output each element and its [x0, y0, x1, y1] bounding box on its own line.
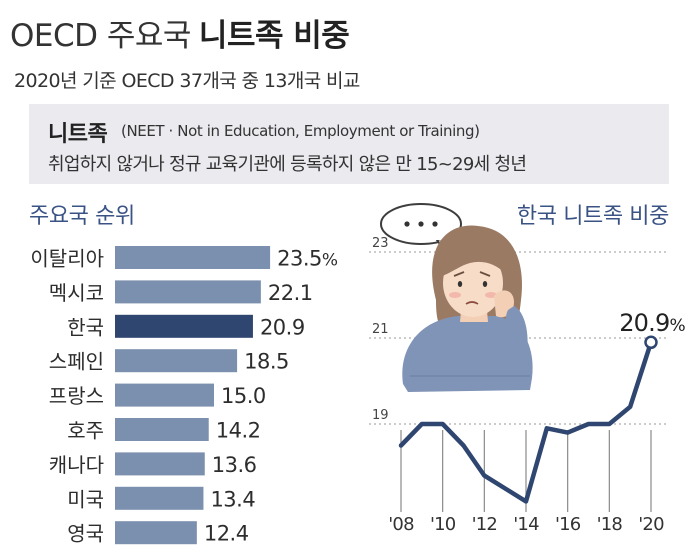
- page-subtitle: 2020년 기준 OECD 37개국 중 13개국 비교: [14, 70, 360, 92]
- bar-category-label: 이탈리아: [30, 247, 104, 271]
- line-chart-title: 한국 니트족 비중: [516, 204, 669, 229]
- x-tick-label: '18: [597, 514, 623, 535]
- x-tick-label: '14: [513, 514, 539, 535]
- definition-term: 니트족: [48, 122, 108, 147]
- bar-category-label: 영국: [67, 522, 104, 545]
- x-tick-label: '20: [638, 514, 664, 535]
- x-tick-label: '10: [430, 514, 456, 535]
- bar-value-label: 23.5%: [277, 247, 338, 271]
- x-tick-label: '16: [555, 514, 581, 535]
- title-light: OECD 주요국: [10, 18, 191, 54]
- end-point-marker: [644, 335, 658, 350]
- bar-value-label: 13.6: [212, 453, 257, 477]
- bar-unit-label: %: [322, 251, 338, 271]
- bar: [115, 246, 271, 269]
- bar-category-label: 한국: [67, 315, 104, 339]
- y-tick-label: 21: [372, 322, 389, 337]
- bar-chart-title: 주요국 순위: [29, 204, 135, 229]
- page-title: OECD 주요국 니트족 비중: [10, 10, 350, 55]
- bar-value-label: 20.9: [260, 315, 305, 339]
- bar-value-label: 13.4: [210, 487, 255, 511]
- definition-term-english: (NEET · Not in Education, Employment or …: [121, 122, 480, 140]
- bar-value-label: 12.4: [204, 522, 249, 545]
- x-tick-label: '08: [388, 514, 414, 535]
- bar: [115, 521, 197, 545]
- bar: [115, 314, 253, 338]
- x-tick-label: '12: [472, 514, 497, 535]
- bar: [115, 452, 205, 476]
- bar: [115, 349, 238, 373]
- y-tick-label: 19: [372, 408, 389, 423]
- bar-category-label: 멕시코: [49, 281, 104, 305]
- bar: [115, 486, 204, 510]
- bar-category-label: 프랑스: [49, 384, 104, 408]
- bar-value-label: 14.2: [216, 419, 261, 443]
- definition-description: 취업하지 않거나 정규 교육기관에 등록하지 않은 만 15~29세 청년: [48, 154, 527, 175]
- bar-value-label: 18.5: [244, 350, 289, 374]
- bar-value-label: 15.0: [221, 384, 266, 408]
- bar-category-label: 캐나다: [49, 453, 104, 477]
- bar: [115, 280, 261, 304]
- bar-value-label: 22.1: [268, 281, 313, 305]
- bar-category-label: 미국: [67, 487, 104, 511]
- title-bold: 니트족 비중: [198, 18, 350, 54]
- bar: [115, 383, 214, 407]
- worried-person-illustration: [380, 203, 533, 392]
- series-line: [398, 340, 654, 504]
- definition-box: 니트족 (NEET · Not in Education, Employment…: [29, 104, 669, 184]
- bar-category-label: 스페인: [49, 350, 104, 374]
- y-tick-label: 23: [372, 236, 389, 251]
- bar-category-label: 호주: [67, 419, 104, 443]
- bar: [115, 418, 209, 441]
- end-unit-label: %: [669, 316, 685, 336]
